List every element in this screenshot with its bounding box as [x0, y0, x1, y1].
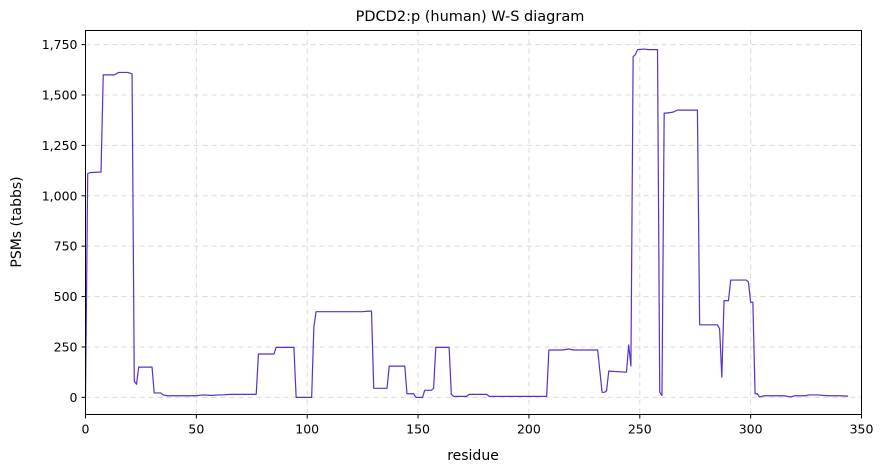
y-tick-label: 1,500	[42, 88, 78, 103]
x-tick-label: 350	[850, 422, 874, 437]
y-axis-ticks: 0 250 500 750 1,000 1,250 1,500 1,750	[42, 37, 86, 405]
x-axis-label: residue	[447, 448, 499, 464]
x-tick-label: 250	[628, 422, 652, 437]
y-tick-label: 1,000	[42, 188, 78, 203]
y-tick-label: 500	[54, 289, 78, 304]
x-tick-label: 50	[188, 422, 204, 437]
x-tick-label: 100	[295, 422, 319, 437]
y-tick-label: 750	[54, 239, 78, 254]
x-axis-ticks: 0 50 100 150 200 250 300 350	[82, 414, 874, 437]
y-axis-label: PSMs (tabbs)	[9, 176, 25, 267]
series-line	[84, 48, 849, 398]
plot-frame	[85, 30, 862, 415]
x-tick-label: 150	[406, 422, 430, 437]
chart-title: PDCD2:p (human) W-S diagram	[356, 9, 585, 25]
grid-lines	[85, 30, 862, 415]
series-layer	[84, 48, 849, 398]
y-tick-label: 0	[70, 390, 78, 405]
x-tick-label: 300	[739, 422, 763, 437]
y-tick-label: 250	[54, 339, 78, 354]
x-tick-label: 200	[517, 422, 541, 437]
x-tick-label: 0	[82, 422, 90, 437]
y-tick-label: 1,750	[42, 37, 78, 52]
y-tick-label: 1,250	[42, 138, 78, 153]
